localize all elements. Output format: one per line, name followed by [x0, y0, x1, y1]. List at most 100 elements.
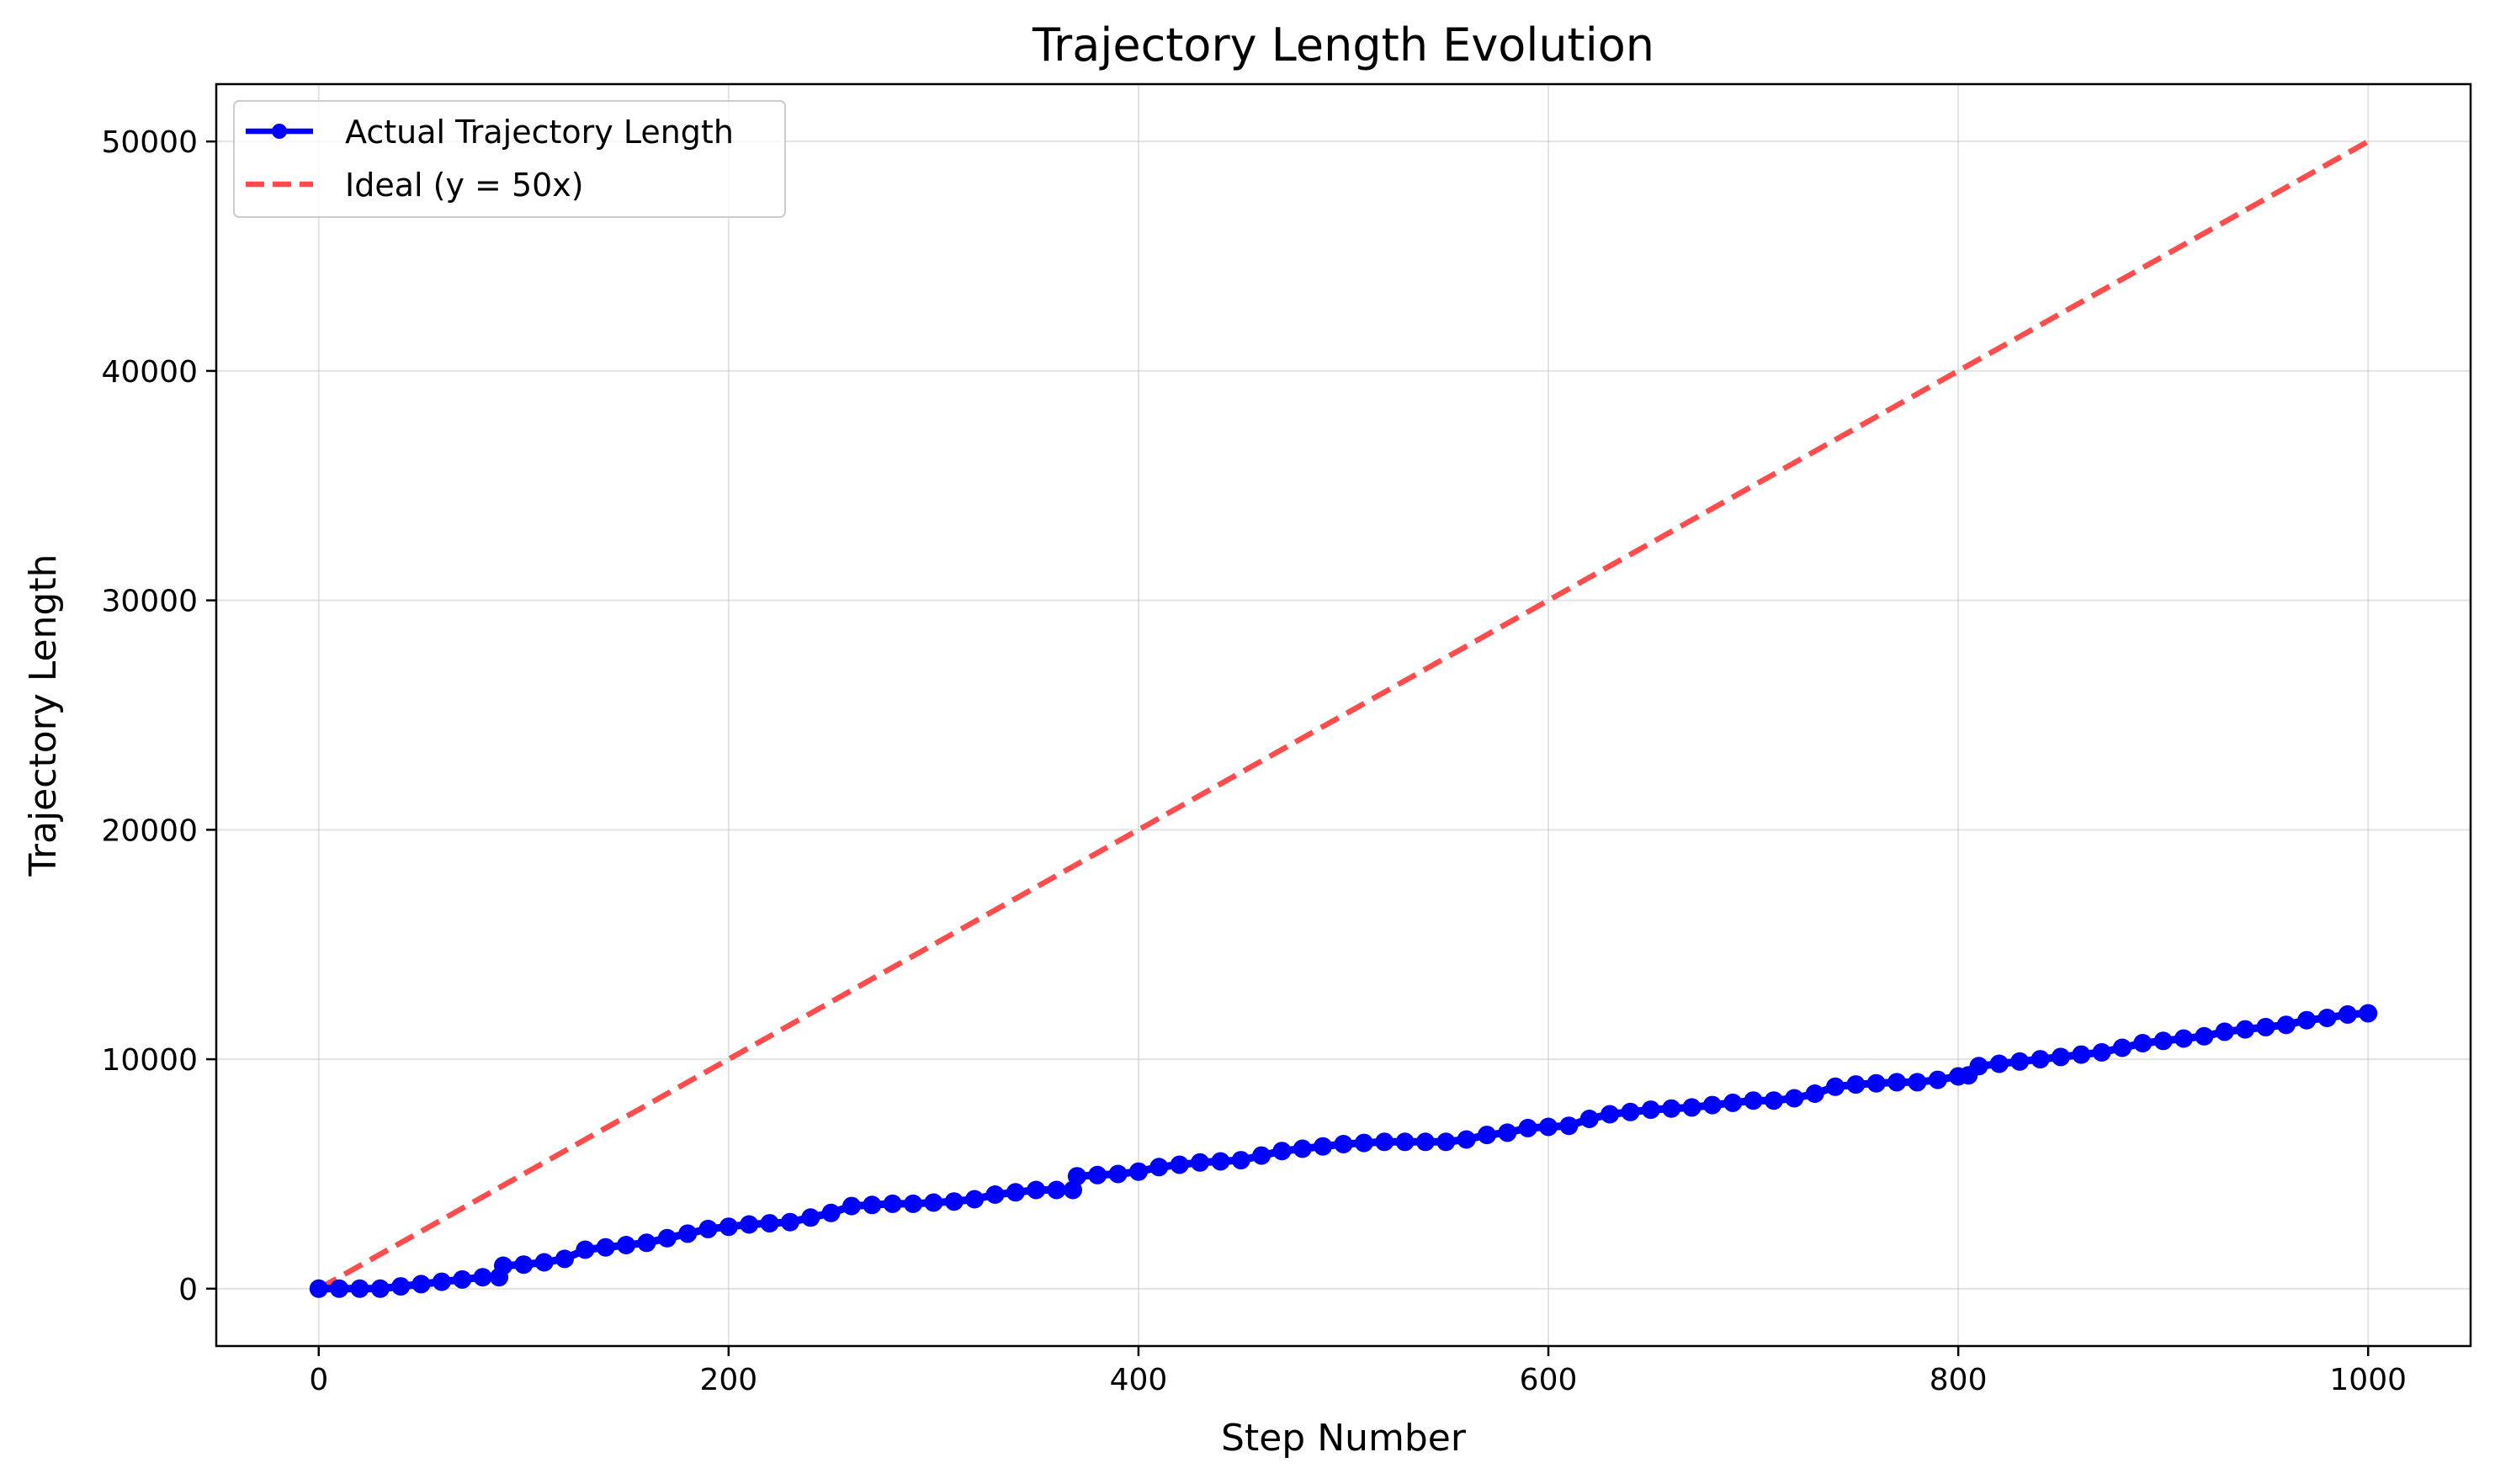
data-point-actual-26: [821, 1203, 841, 1222]
legend-marker-actual: [272, 124, 287, 139]
data-point-actual-58: [1457, 1130, 1476, 1149]
y-tick-label-3: 30000: [101, 585, 198, 619]
axis-ticks: 0 200 400 600 800 100001000020000300004000050…: [101, 125, 2407, 1397]
data-point-actual-6: [432, 1272, 451, 1291]
data-point-actual-18: [657, 1228, 677, 1248]
data-point-actual-37: [1047, 1180, 1066, 1200]
y-tick-label-0: 0: [178, 1273, 198, 1307]
data-point-actual-24: [780, 1212, 799, 1232]
data-point-actual-86: [2010, 1052, 2030, 1071]
data-point-actual-0: [309, 1279, 328, 1298]
data-point-actual-103: [2359, 1004, 2378, 1023]
data-point-actual-10: [494, 1256, 512, 1275]
data-point-actual-92: [2133, 1034, 2153, 1052]
y-axis-label: Trajectory Length: [22, 554, 65, 877]
y-tick-label-5: 50000: [101, 125, 198, 160]
data-point-actual-14: [576, 1240, 595, 1259]
series-line-ideal: [317, 139, 2370, 1291]
data-point-actual-89: [2072, 1045, 2091, 1064]
data-point-actual-66: [1621, 1102, 1640, 1121]
data-point-actual-59: [1478, 1126, 1496, 1145]
data-point-actual-77: [1846, 1075, 1866, 1094]
legend-entry-actual: Actual Trajectory Length: [345, 114, 734, 151]
y-tick-label-4: 40000: [101, 355, 198, 390]
data-point-actual-34: [985, 1185, 1005, 1204]
data-point-actual-52: [1334, 1135, 1353, 1153]
data-point-actual-78: [1866, 1073, 1886, 1093]
legend-box: [233, 100, 786, 218]
data-point-actual-4: [391, 1277, 411, 1296]
data-point-actual-73: [1764, 1091, 1783, 1110]
plot-frame: [215, 82, 2472, 1348]
y-tick-label-2: 20000: [101, 814, 198, 848]
data-point-actual-30: [904, 1194, 923, 1213]
data-point-actual-60: [1498, 1123, 1517, 1142]
x-tick-label-3: 600: [1520, 1363, 1578, 1397]
data-point-actual-62: [1539, 1117, 1558, 1137]
data-point-actual-49: [1272, 1142, 1292, 1161]
data-point-actual-75: [1805, 1084, 1824, 1103]
data-point-actual-70: [1702, 1095, 1722, 1115]
data-point-actual-48: [1252, 1146, 1271, 1165]
data-point-actual-97: [2236, 1020, 2255, 1039]
data-point-actual-39: [1067, 1167, 1086, 1186]
legend-entry-ideal: Ideal (y = 50x): [345, 167, 584, 204]
data-point-actual-12: [534, 1253, 554, 1272]
data-point-actual-55: [1395, 1132, 1415, 1152]
data-point-actual-95: [2195, 1026, 2214, 1046]
data-point-actual-101: [2317, 1009, 2337, 1027]
data-point-actual-23: [760, 1214, 779, 1233]
data-point-actual-88: [2051, 1047, 2070, 1067]
data-point-actual-64: [1579, 1110, 1599, 1128]
data-point-actual-42: [1129, 1162, 1148, 1181]
data-point-actual-35: [1006, 1183, 1025, 1202]
data-point-actual-65: [1601, 1105, 1620, 1124]
data-point-actual-61: [1518, 1118, 1537, 1137]
data-point-actual-17: [637, 1233, 656, 1253]
data-point-actual-2: [350, 1279, 369, 1298]
data-point-actual-87: [2031, 1050, 2050, 1069]
data-point-actual-90: [2092, 1042, 2111, 1062]
data-point-actual-13: [555, 1249, 574, 1269]
data-point-actual-45: [1191, 1153, 1209, 1172]
x-tick-label-5: 1000: [2329, 1363, 2407, 1397]
series-markers-actual: [309, 1004, 2378, 1298]
data-point-actual-25: [801, 1208, 820, 1227]
data-point-actual-33: [965, 1190, 985, 1209]
data-point-actual-99: [2276, 1015, 2296, 1035]
data-point-actual-63: [1559, 1116, 1579, 1136]
data-point-actual-15: [596, 1238, 615, 1257]
data-point-actual-28: [863, 1195, 882, 1215]
data-point-actual-44: [1170, 1155, 1189, 1174]
x-axis-label: Step Number: [1221, 1417, 1467, 1460]
data-point-actual-71: [1723, 1093, 1743, 1112]
data-point-actual-31: [924, 1193, 943, 1212]
data-point-actual-102: [2338, 1004, 2357, 1024]
data-point-actual-53: [1354, 1133, 1373, 1153]
legend: Actual Trajectory Length Ideal (y = 50x): [233, 100, 786, 218]
data-point-actual-5: [411, 1275, 431, 1294]
plot-series: [309, 139, 2378, 1298]
data-point-actual-46: [1211, 1152, 1230, 1171]
data-point-actual-85: [1989, 1054, 2009, 1073]
data-point-actual-84: [1969, 1057, 1988, 1076]
data-point-actual-93: [2153, 1031, 2173, 1051]
data-point-actual-47: [1231, 1151, 1250, 1170]
data-point-actual-3: [370, 1279, 390, 1298]
data-point-actual-96: [2215, 1022, 2234, 1041]
data-point-actual-1: [330, 1279, 349, 1298]
x-tick-label-4: 800: [1930, 1363, 1988, 1397]
data-point-actual-98: [2256, 1017, 2275, 1036]
data-point-actual-91: [2113, 1038, 2131, 1057]
data-point-actual-8: [473, 1268, 492, 1287]
y-tick-label-1: 10000: [101, 1043, 198, 1078]
data-point-actual-72: [1744, 1091, 1763, 1110]
data-point-actual-50: [1293, 1139, 1312, 1158]
data-point-actual-79: [1887, 1073, 1907, 1092]
data-point-actual-40: [1088, 1165, 1107, 1185]
data-point-actual-67: [1641, 1100, 1660, 1120]
data-point-actual-41: [1108, 1164, 1128, 1184]
x-tick-label-0: 0: [309, 1363, 328, 1397]
